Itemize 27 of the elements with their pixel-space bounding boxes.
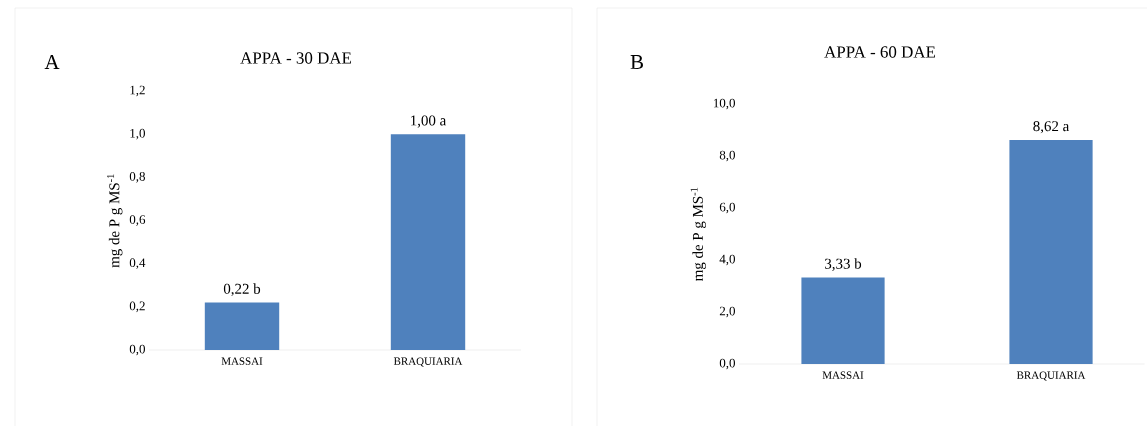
- y-tick-label: 0,4: [129, 258, 146, 269]
- data-label: 8,62 a: [1033, 121, 1070, 134]
- y-axis-title: mg de P g MS$^{-1}$: [107, 174, 123, 268]
- x-tick-label: BRAQUIARIA: [1016, 371, 1086, 381]
- data-label: 0,22 b: [223, 283, 261, 296]
- y-tick-label: 0,6: [129, 215, 146, 226]
- y-tick-label: 4,0: [719, 254, 735, 266]
- x-tick-label: BRAQUIARIA: [393, 357, 463, 367]
- text: A: [44, 55, 60, 69]
- data-label: 1,00 a: [411, 115, 447, 128]
- y-tick-label: 0,2: [129, 301, 145, 313]
- y-tick-label: 1,2: [130, 85, 145, 97]
- y-tick-label: 1,0: [130, 128, 145, 140]
- y-tick-label: 0,0: [129, 344, 145, 356]
- text: B: [630, 55, 643, 69]
- chart-title: APPA - 60 DAE: [824, 46, 936, 58]
- x-tick-label: MASSAI: [221, 357, 263, 365]
- y-tick-label: 2,0: [719, 306, 735, 318]
- y-tick-label: 8,0: [719, 150, 735, 162]
- y-tick-label: 0,8: [129, 172, 145, 183]
- y-axis-title: mg de P g MS$^{-1}$: [690, 187, 706, 282]
- y-tick-label: 0,0: [719, 358, 735, 370]
- y-tick-label: 10,0: [713, 98, 735, 110]
- y-tick-label: 6,0: [719, 202, 735, 214]
- chart-title: APPA - 30 DAE: [240, 52, 352, 64]
- data-label: 3,33 b: [825, 258, 862, 271]
- x-tick-label: MASSAI: [822, 371, 864, 379]
